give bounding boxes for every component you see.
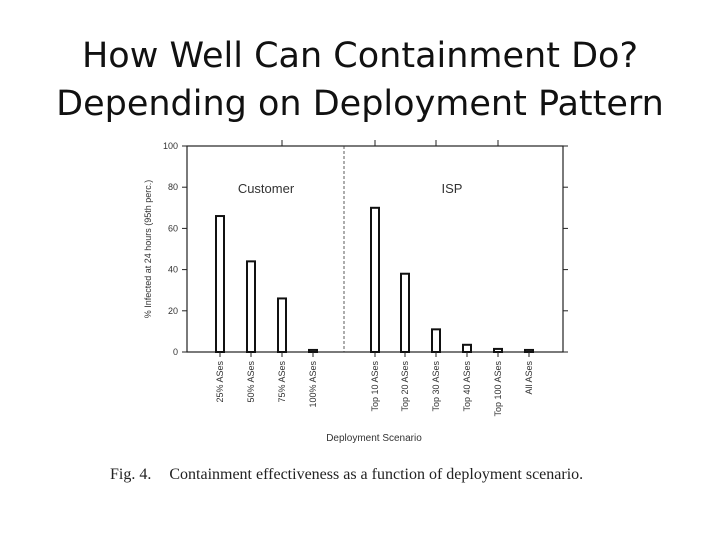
bar [370,206,380,353]
x-tick-label: Top 30 ASes [431,361,441,412]
bar [308,348,318,354]
caption-figure-number: Fig. 4. [110,466,152,483]
y-axis-label: % Infected at 24 hours (95th perc.) [143,180,153,319]
bar [215,215,225,353]
x-tick-label: Top 20 ASes [400,361,410,412]
x-axis-label: Deployment Scenario [326,433,422,444]
bar [277,297,287,354]
y-tick-label: 0 [173,347,178,357]
bar [462,343,472,354]
bar [246,260,256,353]
bar [524,348,534,354]
y-tick-label: 60 [168,223,178,233]
bar [493,347,503,354]
bar [400,272,410,353]
y-tick-label: 40 [168,265,178,275]
y-tick-label: 80 [168,182,178,192]
x-tick-label: 50% ASes [246,361,256,403]
y-tick-label: 20 [168,306,178,316]
bar [431,328,441,353]
y-tick-label: 100 [163,141,178,151]
x-tick-label: 25% ASes [215,361,225,403]
x-tick-label: 75% ASes [277,361,287,403]
x-tick-label: Top 40 ASes [462,361,472,412]
slide-title-line2: Depending on Deployment Pattern [56,84,664,124]
caption-text: Containment effectiveness as a function … [169,466,584,483]
x-tick-label: Top 100 ASes [493,361,503,417]
group-label: Customer [238,181,295,196]
x-tick-label: 100% ASes [308,361,318,408]
group-label: ISP [442,181,463,196]
x-tick-label: All ASes [524,361,534,395]
x-tick-label: Top 10 ASes [370,361,380,412]
figure-caption: Fig. 4. Containment effectiveness as a fu… [110,466,583,484]
slide-title-line1: How Well Can Containment Do? [81,36,639,76]
